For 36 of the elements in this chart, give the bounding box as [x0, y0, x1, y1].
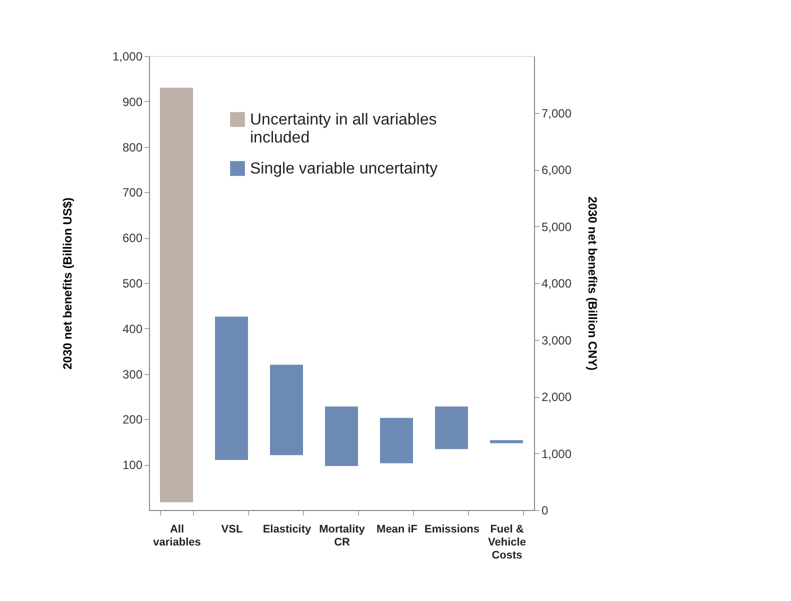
bar [160, 88, 193, 502]
y2-axis-title: 2030 net benefits (Billion CNY) [586, 196, 600, 371]
x-tick-label: Elasticity [262, 524, 312, 536]
y2-tick-label: 6,000 [542, 163, 572, 177]
x-tick-label: Emissions [424, 524, 480, 536]
y-tick-label: 900 [122, 94, 143, 109]
x-tick-label: Fuel & Vehicle Costs [488, 524, 526, 562]
y-tick-label: 1,000 [112, 50, 143, 64]
y-tick-label: 800 [122, 140, 143, 154]
bar [435, 406, 468, 450]
y2-tick-label: 2,000 [542, 390, 572, 404]
x-tick-label: All variables [153, 524, 201, 548]
y-tick-label: 200 [122, 412, 143, 427]
y2-tick-label: 4,000 [542, 276, 572, 290]
bar [380, 418, 413, 464]
legend-label: Uncertainty in all variables included [250, 112, 437, 146]
y-axis-title: 2030 net benefits (Billion US$) [60, 197, 74, 370]
bar [215, 316, 248, 460]
x-tick-label: Mean iF [376, 524, 418, 536]
bar [325, 406, 358, 466]
y-tick-label: 400 [122, 322, 143, 336]
bar [490, 440, 523, 444]
y-tick-label: 100 [122, 458, 143, 472]
y2-tick-label: 7,000 [542, 106, 572, 120]
y-tick-label: 700 [122, 186, 143, 200]
y-tick-label: 500 [122, 276, 143, 290]
x-tick-label: VSL [221, 524, 243, 536]
y2-tick-label: 3,000 [542, 333, 572, 348]
bar [270, 364, 303, 456]
y2-tick-label: 5,000 [542, 220, 572, 234]
legend-label: Single variable uncertainty [250, 160, 438, 178]
y2-tick-label: 1,000 [542, 446, 572, 461]
y-tick-label: 600 [122, 231, 143, 246]
y2-tick-label: 0 [542, 504, 548, 518]
y-tick-label: 300 [122, 367, 143, 382]
x-tick-label: Mortality CR [319, 524, 366, 548]
